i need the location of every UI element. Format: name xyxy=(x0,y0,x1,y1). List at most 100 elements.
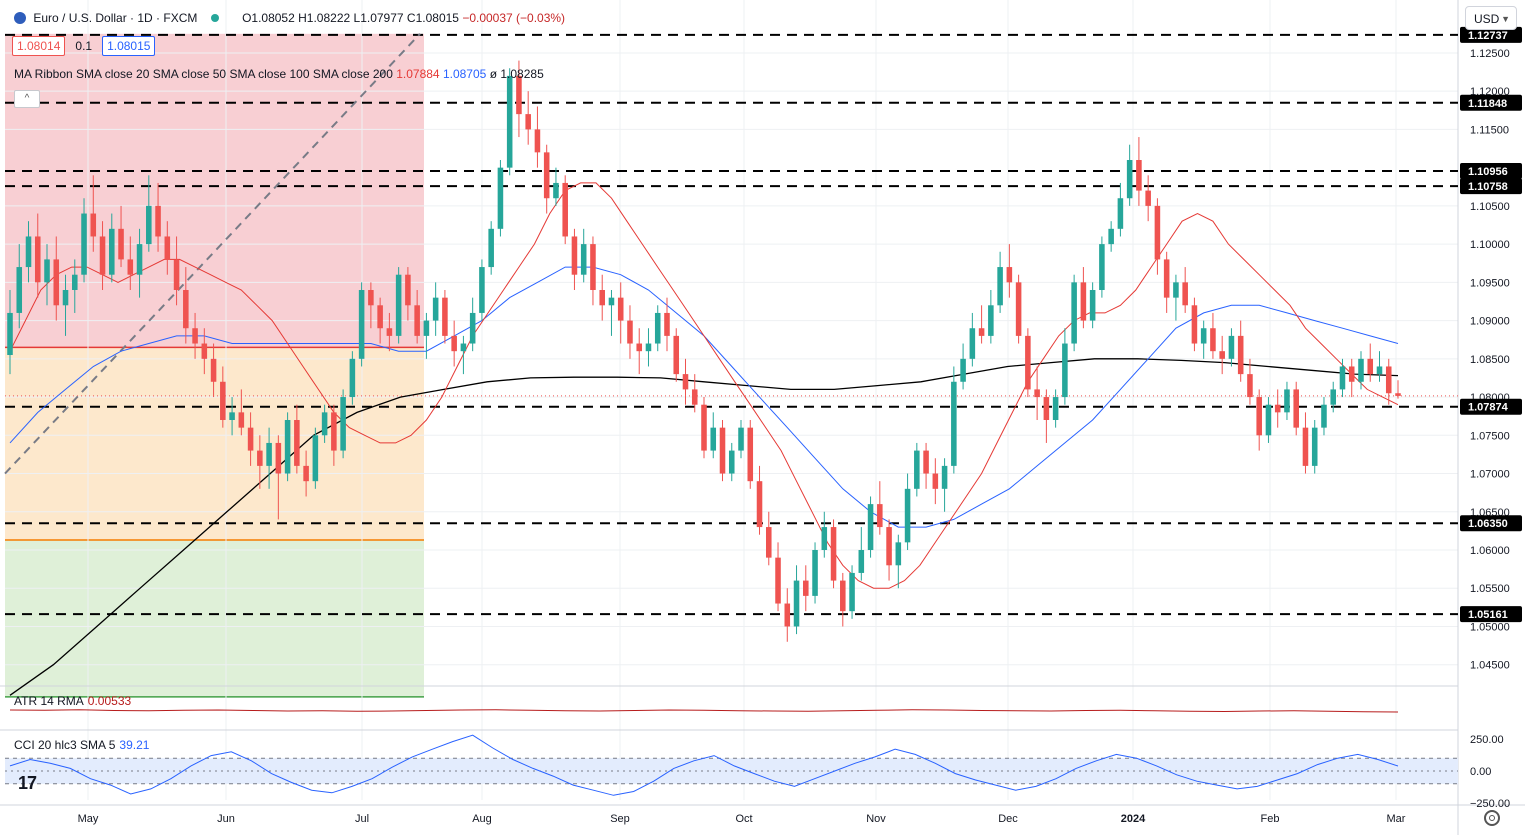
level-label: 1.12737 xyxy=(1468,30,1508,42)
candle xyxy=(294,420,300,466)
candle xyxy=(377,305,383,329)
collapse-legend-button[interactable]: ^ xyxy=(14,90,40,108)
candle xyxy=(960,358,966,382)
candle xyxy=(728,450,735,474)
time-tick-label: Oct xyxy=(735,813,752,825)
tradingview-logo[interactable]: 17 xyxy=(18,773,37,793)
price-tick-label: 1.08500 xyxy=(1470,354,1510,366)
candle xyxy=(617,297,624,321)
atr-value: 0.00533 xyxy=(87,694,132,708)
currency-dropdown[interactable]: USD ▼ xyxy=(1465,6,1517,30)
candle xyxy=(636,343,643,352)
cci-tick-label: 0.00 xyxy=(1470,766,1491,778)
candle xyxy=(127,259,134,275)
atr-legend[interactable]: ATR 14 RMA 0.00533 xyxy=(14,694,131,708)
price-tick-label: 1.07000 xyxy=(1470,469,1510,481)
candle xyxy=(1154,205,1161,260)
symbol-title[interactable]: Euro / U.S. Dollar · 1D · FXCM xyxy=(33,11,198,25)
time-tick-label: May xyxy=(78,813,99,825)
level-label: 1.07874 xyxy=(1468,402,1509,414)
candle xyxy=(1256,397,1262,436)
candle xyxy=(1339,366,1346,390)
buy-button[interactable]: 1.08015 xyxy=(102,36,156,56)
candle xyxy=(812,550,818,596)
candle xyxy=(62,290,69,306)
price-tick-label: 1.12500 xyxy=(1470,48,1510,60)
candle xyxy=(210,358,217,382)
open-value: O1.08052 xyxy=(242,11,295,25)
candle xyxy=(1395,393,1401,396)
candle xyxy=(1321,404,1327,428)
candle xyxy=(923,450,929,474)
level-label-bg xyxy=(1460,94,1522,111)
level-label-bg xyxy=(1460,26,1522,43)
sma200-line xyxy=(9,358,1399,696)
candle xyxy=(423,320,430,336)
candle xyxy=(664,312,670,336)
candle xyxy=(1228,335,1235,359)
candle xyxy=(516,75,522,115)
sell-button[interactable]: 1.08014 xyxy=(12,36,66,56)
ma-ribbon-legend[interactable]: MA Ribbon SMA close 20 SMA close 50 SMA … xyxy=(14,67,544,81)
candle xyxy=(932,473,939,489)
candle xyxy=(1089,290,1096,321)
candle xyxy=(1219,351,1225,359)
candle xyxy=(1182,282,1188,306)
cci-tick-label: −250.00 xyxy=(1470,798,1510,810)
candle xyxy=(303,465,309,482)
candle xyxy=(1006,267,1013,283)
fib-zone-2 xyxy=(5,540,424,697)
candle xyxy=(608,297,615,306)
quote-panel: 1.08014 0.1 1.08015 xyxy=(12,36,156,56)
candle xyxy=(506,75,513,168)
candle xyxy=(710,427,717,451)
candle xyxy=(765,527,772,558)
candle xyxy=(1247,374,1253,398)
candle xyxy=(682,374,689,390)
candle xyxy=(627,320,633,344)
candle xyxy=(488,228,494,268)
candle xyxy=(1200,328,1207,344)
time-tick-label: Jul xyxy=(355,813,369,825)
market-open-icon xyxy=(210,14,219,22)
candle xyxy=(821,527,828,550)
candle xyxy=(673,335,680,375)
candle xyxy=(81,213,87,275)
candle xyxy=(1348,366,1355,382)
candle xyxy=(951,381,957,466)
candle xyxy=(469,312,476,344)
candle xyxy=(220,381,226,420)
sma200-value: 1.08285 xyxy=(500,67,544,81)
candle xyxy=(580,244,587,275)
candle xyxy=(368,290,374,306)
candle xyxy=(497,167,504,229)
candle xyxy=(192,328,198,344)
price-tick-label: 1.04500 xyxy=(1470,660,1510,672)
atr-line xyxy=(9,709,1399,713)
candle xyxy=(155,205,161,237)
candle xyxy=(691,389,698,405)
candle xyxy=(895,542,902,566)
time-tick-label: Aug xyxy=(472,813,492,825)
candle xyxy=(534,129,541,153)
candle xyxy=(1071,282,1077,344)
price-tick-label: 1.05500 xyxy=(1470,583,1510,595)
price-tick-label: 1.07500 xyxy=(1470,430,1510,442)
cci-tick-label: 250.00 xyxy=(1470,734,1504,746)
candle xyxy=(914,450,920,489)
time-tick-label: 2024 xyxy=(1121,813,1146,825)
candle xyxy=(442,297,448,336)
candle xyxy=(321,412,328,436)
candle xyxy=(1330,389,1337,405)
settings-icon[interactable] xyxy=(1484,810,1500,826)
candle xyxy=(1117,198,1124,229)
candle xyxy=(395,274,402,336)
chevron-down-icon: ▼ xyxy=(1501,14,1510,24)
candle xyxy=(479,267,485,313)
candle xyxy=(1210,328,1216,352)
cci-legend[interactable]: CCI 20 hlc3 SMA 5 39.21 xyxy=(14,738,149,752)
candle xyxy=(747,427,754,482)
cci-label: CCI 20 hlc3 SMA 5 xyxy=(14,738,116,752)
ohlc-header: Euro / U.S. Dollar · 1D · FXCM O1.08052 … xyxy=(14,11,565,25)
